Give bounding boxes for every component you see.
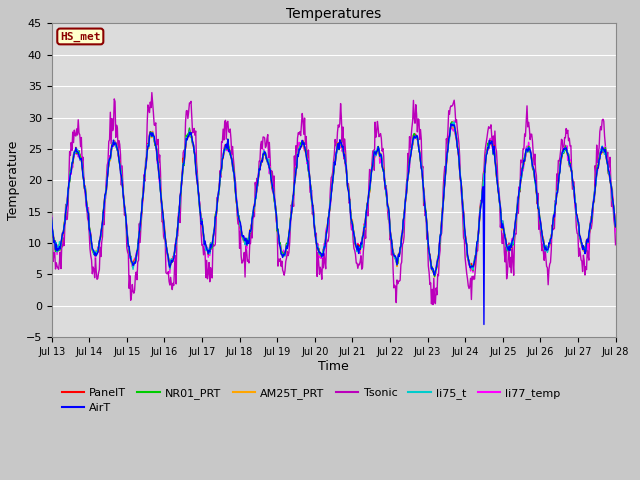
Tsonic bbox=[561, 135, 569, 141]
AM25T_PRT bbox=[431, 274, 438, 280]
li75_t bbox=[172, 243, 179, 249]
AM25T_PRT bbox=[436, 234, 444, 240]
li75_t bbox=[196, 202, 204, 208]
NR01_PRT bbox=[448, 119, 456, 125]
li75_t bbox=[561, 145, 569, 151]
PanelT bbox=[325, 211, 333, 217]
AM25T_PRT bbox=[172, 245, 179, 251]
AM25T_PRT bbox=[561, 144, 569, 150]
NR01_PRT bbox=[380, 167, 388, 173]
Line: NR01_PRT: NR01_PRT bbox=[52, 122, 616, 276]
Line: PanelT: PanelT bbox=[52, 122, 616, 275]
PanelT bbox=[48, 218, 56, 224]
AM25T_PRT bbox=[380, 167, 388, 172]
NR01_PRT bbox=[172, 244, 179, 250]
Legend: PanelT, AirT, NR01_PRT, AM25T_PRT, Tsonic, li75_t, li77_temp: PanelT, AirT, NR01_PRT, AM25T_PRT, Tsoni… bbox=[57, 384, 565, 418]
li75_t bbox=[612, 223, 620, 228]
li77_temp bbox=[561, 142, 569, 148]
AirT bbox=[380, 167, 388, 173]
AM25T_PRT bbox=[612, 224, 620, 230]
Tsonic bbox=[148, 90, 156, 96]
NR01_PRT bbox=[48, 217, 56, 223]
Tsonic bbox=[48, 217, 56, 223]
Line: Tsonic: Tsonic bbox=[52, 93, 616, 305]
Tsonic bbox=[437, 231, 445, 237]
AirT bbox=[561, 145, 569, 151]
Line: AirT: AirT bbox=[52, 124, 616, 324]
AirT bbox=[325, 213, 333, 219]
Y-axis label: Temperature: Temperature bbox=[7, 141, 20, 220]
li75_t bbox=[451, 119, 458, 125]
li77_temp bbox=[172, 240, 179, 246]
Title: Temperatures: Temperatures bbox=[286, 7, 381, 21]
PanelT bbox=[172, 241, 179, 247]
li77_temp bbox=[380, 169, 388, 175]
PanelT bbox=[449, 119, 456, 125]
Tsonic bbox=[612, 242, 620, 248]
AirT bbox=[172, 244, 179, 250]
li77_temp bbox=[325, 214, 333, 219]
NR01_PRT bbox=[431, 274, 438, 279]
Tsonic bbox=[172, 281, 180, 287]
Tsonic bbox=[429, 302, 437, 308]
Line: AM25T_PRT: AM25T_PRT bbox=[52, 122, 616, 277]
li75_t bbox=[436, 232, 444, 238]
li77_temp bbox=[612, 229, 620, 235]
PanelT bbox=[196, 203, 204, 208]
Tsonic bbox=[196, 215, 204, 220]
X-axis label: Time: Time bbox=[318, 360, 349, 372]
li77_temp bbox=[196, 201, 204, 206]
Line: li77_temp: li77_temp bbox=[52, 120, 616, 275]
PanelT bbox=[431, 272, 439, 277]
PanelT bbox=[436, 234, 444, 240]
AirT bbox=[196, 204, 204, 210]
NR01_PRT bbox=[436, 234, 444, 240]
AirT bbox=[612, 224, 620, 229]
AM25T_PRT bbox=[325, 214, 333, 220]
AM25T_PRT bbox=[48, 217, 56, 223]
li75_t bbox=[380, 169, 388, 175]
li75_t bbox=[48, 218, 56, 224]
NR01_PRT bbox=[561, 143, 569, 149]
AirT bbox=[480, 322, 488, 327]
AirT bbox=[48, 215, 56, 221]
NR01_PRT bbox=[325, 213, 333, 218]
li77_temp bbox=[436, 231, 444, 237]
Tsonic bbox=[326, 202, 333, 207]
NR01_PRT bbox=[612, 224, 620, 230]
NR01_PRT bbox=[196, 206, 204, 212]
AM25T_PRT bbox=[196, 204, 204, 210]
Tsonic bbox=[381, 173, 388, 179]
AirT bbox=[447, 121, 455, 127]
Text: HS_met: HS_met bbox=[60, 31, 100, 42]
AM25T_PRT bbox=[449, 119, 456, 125]
AirT bbox=[435, 243, 443, 249]
li77_temp bbox=[451, 118, 458, 123]
li75_t bbox=[325, 212, 333, 218]
Line: li75_t: li75_t bbox=[52, 122, 616, 275]
li77_temp bbox=[48, 213, 56, 219]
PanelT bbox=[561, 145, 569, 151]
PanelT bbox=[380, 165, 388, 171]
li75_t bbox=[431, 272, 438, 277]
li77_temp bbox=[431, 272, 438, 278]
PanelT bbox=[612, 224, 620, 229]
